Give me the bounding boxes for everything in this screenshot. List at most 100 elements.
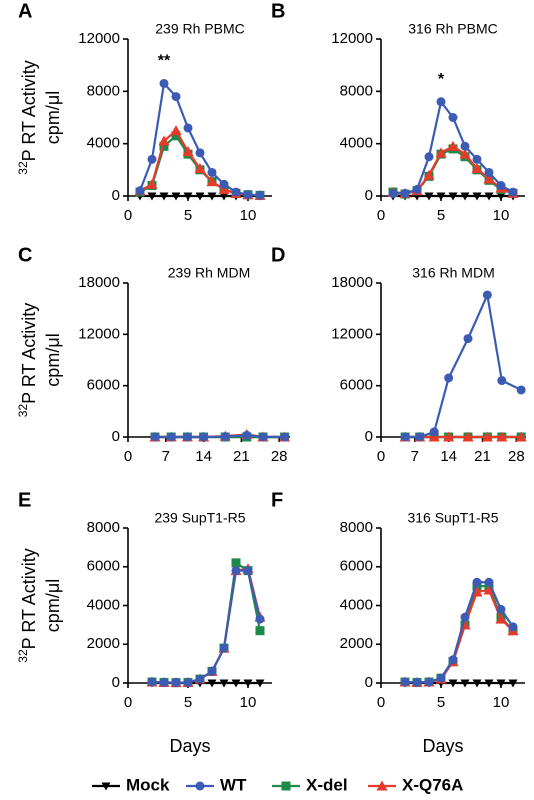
marker — [219, 643, 229, 653]
y-tick-label: 0 — [365, 428, 373, 445]
marker — [159, 141, 169, 151]
marker — [171, 192, 181, 201]
marker — [231, 679, 241, 688]
marker — [472, 192, 482, 201]
panel-title: 239 SupT1-R5 — [154, 510, 245, 526]
x-tick-label: 14 — [195, 448, 212, 465]
marker — [483, 173, 495, 184]
marker — [207, 666, 217, 676]
y-tick-label: 12000 — [331, 30, 373, 47]
marker — [206, 176, 218, 187]
marker — [484, 679, 494, 688]
marker — [448, 113, 458, 122]
marker — [471, 586, 483, 597]
marker — [463, 334, 473, 344]
marker — [231, 558, 241, 568]
marker — [515, 431, 527, 442]
y-tick-label: 0 — [112, 674, 120, 691]
marker — [281, 781, 291, 791]
series-line — [151, 569, 262, 684]
y-tick-label: 8000 — [87, 519, 120, 536]
marker — [484, 192, 494, 201]
marker — [255, 626, 265, 636]
marker — [243, 190, 253, 200]
marker — [258, 432, 268, 442]
marker — [218, 183, 230, 194]
marker — [159, 677, 169, 687]
x-tick-label: 7 — [162, 448, 170, 465]
marker — [459, 148, 471, 159]
legend-label: Mock — [126, 775, 170, 794]
legend-label: WT — [220, 775, 247, 794]
y-axis-label: 32P RT Activity — [16, 303, 39, 417]
y-tick-label: 4000 — [87, 596, 120, 613]
panel-title: 316 Rh MDM — [412, 265, 494, 281]
marker — [388, 188, 398, 198]
y-tick-label: 8000 — [340, 82, 373, 99]
y-tick-label: 18000 — [78, 274, 120, 291]
marker — [472, 154, 482, 164]
x-tick-label: 10 — [493, 207, 510, 224]
marker — [496, 679, 506, 688]
marker — [195, 192, 205, 201]
panel-title: 239 Rh PBMC — [155, 21, 244, 37]
marker — [255, 679, 265, 688]
series-line — [151, 567, 262, 684]
y-label-superscript: 32 — [16, 649, 30, 663]
marker — [460, 612, 470, 622]
y-tick-label: 12000 — [78, 325, 120, 342]
x-tick-label: 5 — [184, 694, 192, 711]
marker — [436, 97, 446, 107]
y-axis-unit: cpm/μl — [43, 579, 63, 632]
marker — [415, 432, 425, 442]
y-tick-label: 2000 — [87, 635, 120, 652]
marker — [243, 679, 253, 688]
marker — [195, 148, 205, 158]
x-tick-label: 5 — [437, 207, 445, 224]
marker — [508, 679, 518, 688]
marker — [146, 178, 158, 189]
marker — [448, 679, 458, 688]
marker — [219, 179, 229, 189]
marker — [147, 677, 157, 687]
marker — [255, 190, 265, 200]
series-line — [139, 128, 261, 197]
marker — [462, 431, 474, 442]
annotation: * — [438, 71, 445, 88]
panel-letter: E — [18, 489, 31, 511]
marker — [472, 679, 482, 688]
marker — [516, 385, 526, 395]
y-tick-label: 12000 — [331, 325, 373, 342]
marker — [435, 147, 447, 158]
y-axis-unit: cpm/μl — [43, 333, 63, 386]
marker — [496, 192, 506, 201]
panel-letter: F — [271, 489, 283, 511]
x-tick-label: 0 — [377, 207, 385, 224]
panel-letter: D — [271, 244, 285, 266]
marker — [255, 614, 265, 624]
marker — [207, 167, 217, 177]
marker — [183, 192, 193, 201]
series-line — [138, 81, 261, 197]
marker — [460, 141, 470, 151]
y-label-text: P RT Activity — [19, 60, 39, 161]
y-axis-label: 32P RT Activity — [16, 548, 39, 662]
marker — [243, 566, 253, 576]
marker — [496, 604, 506, 614]
x-tick-label: 10 — [493, 694, 510, 711]
marker — [424, 152, 434, 162]
x-tick-label: 5 — [184, 207, 192, 224]
y-label-superscript: 32 — [16, 404, 30, 418]
marker — [159, 192, 169, 201]
y-tick-label: 0 — [365, 674, 373, 691]
marker — [194, 163, 206, 174]
marker — [444, 373, 454, 383]
marker — [508, 622, 518, 632]
marker — [508, 187, 518, 197]
marker — [471, 163, 483, 174]
y-tick-label: 6000 — [87, 377, 120, 394]
marker — [166, 432, 176, 442]
marker — [183, 123, 193, 133]
x-tick-label: 14 — [440, 448, 457, 465]
